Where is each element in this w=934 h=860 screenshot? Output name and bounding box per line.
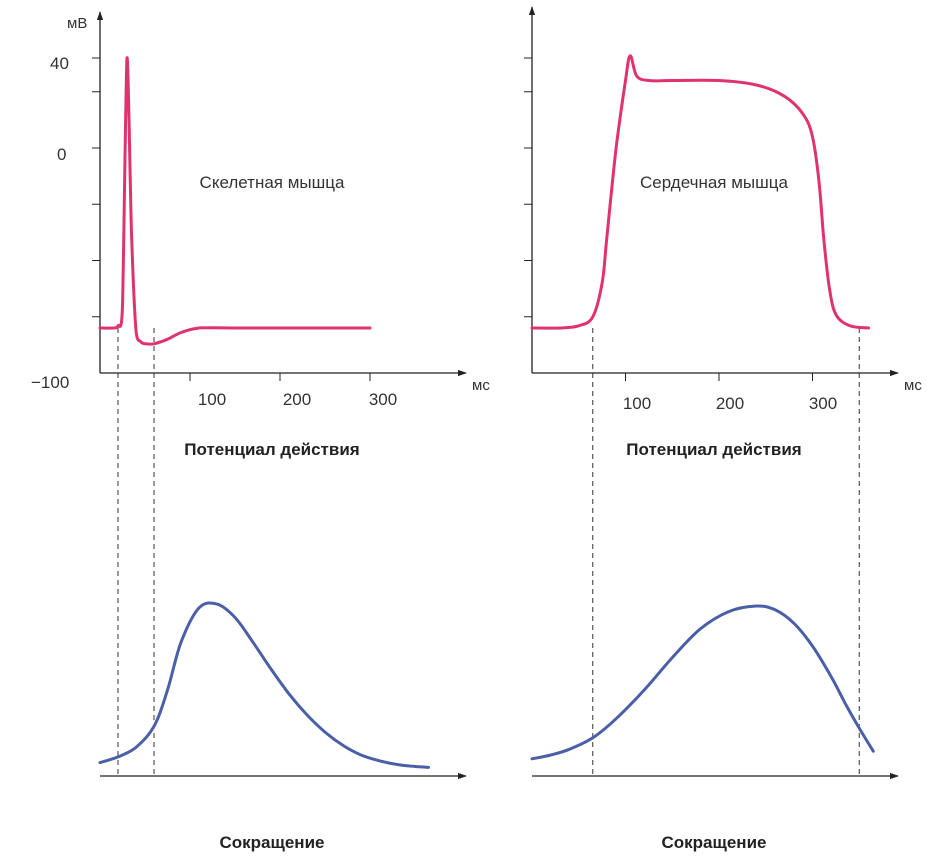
x-tick-label-200: 200 <box>283 390 311 409</box>
x-axis-unit: мс <box>472 377 490 394</box>
y-axis-unit: мВ <box>67 15 87 32</box>
caption-contraction-cardiac: Сокращение <box>662 833 767 852</box>
contraction-line-skeletal <box>98 601 430 769</box>
caption-action-potential-cardiac: Потенциал действия <box>626 440 801 459</box>
chart-cardiac-contraction: Сокращение <box>530 604 899 852</box>
y-tick-label-40: 40 <box>50 54 69 73</box>
panel-title-skeletal: Скелетная мышца <box>200 173 345 192</box>
action-potential-line-cardiac <box>530 54 871 330</box>
caption-contraction-skeletal: Сокращение <box>220 833 325 852</box>
chart-skeletal-contraction: Сокращение <box>98 601 467 852</box>
y-tick-label-0: 0 <box>57 145 66 164</box>
y-tick-label-minus-100: −100 <box>31 373 69 392</box>
axis-ticks <box>524 57 813 381</box>
chart-cardiac-action-potential: 100 200 300 мс Сердечная мышца Потенциал… <box>524 6 922 459</box>
axis-ticks <box>92 57 371 381</box>
caption-action-potential-skeletal: Потенциал действия <box>184 440 359 459</box>
x-tick-label-100: 100 <box>623 394 651 413</box>
contraction-line-cardiac <box>530 604 875 761</box>
guide-lines <box>117 328 860 776</box>
chart-skeletal-action-potential: мВ 40 0 −100 100 200 300 мс Скелетная мы… <box>31 11 490 459</box>
x-axis-unit: мс <box>904 377 922 394</box>
panel-title-cardiac: Сердечная мышца <box>640 173 789 192</box>
x-tick-label-200: 200 <box>716 394 744 413</box>
x-tick-label-300: 300 <box>809 394 837 413</box>
x-tick-label-300: 300 <box>369 390 397 409</box>
x-tick-label-100: 100 <box>198 390 226 409</box>
action-potential-line-skeletal <box>98 56 372 346</box>
